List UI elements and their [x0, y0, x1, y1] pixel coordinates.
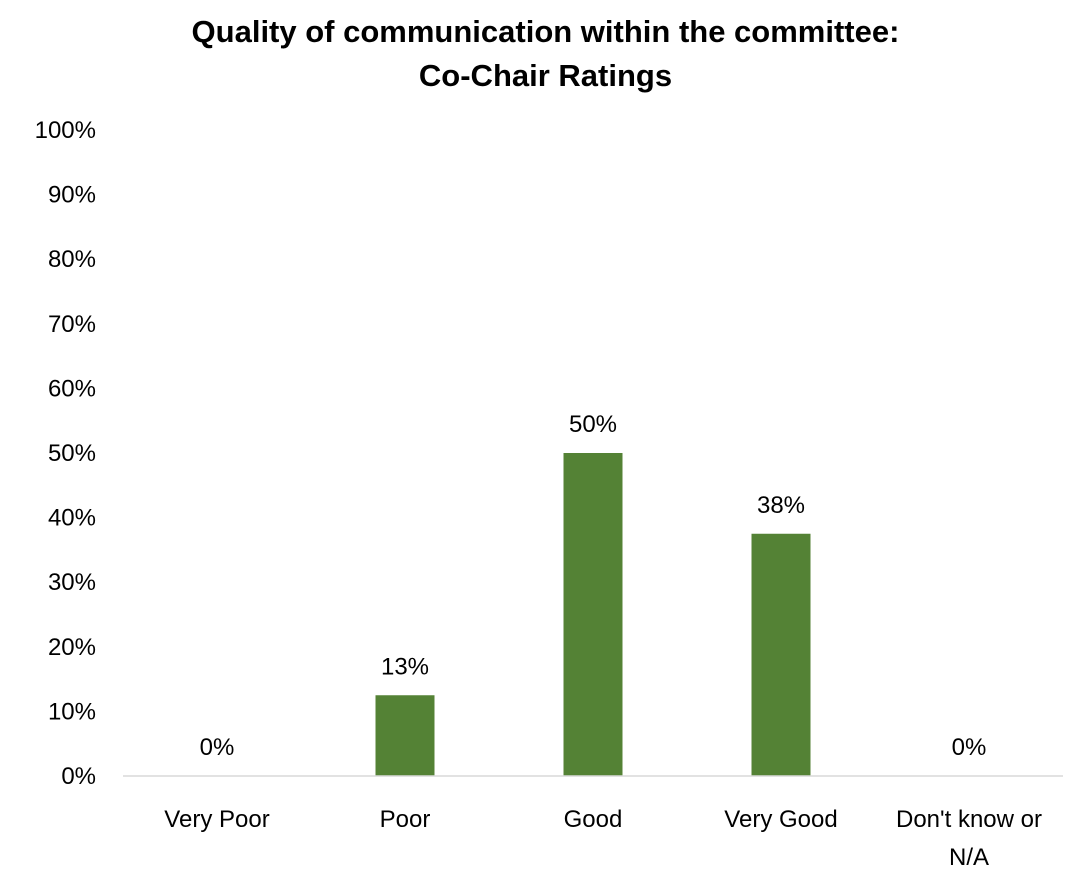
bar — [375, 695, 435, 776]
y-tick-label: 60% — [48, 375, 96, 402]
data-label: 0% — [200, 734, 235, 761]
y-tick-label: 30% — [48, 569, 96, 596]
y-tick-label: 50% — [48, 440, 96, 467]
category-label: N/A — [949, 844, 989, 870]
bar — [563, 453, 623, 776]
y-tick-label: 10% — [48, 698, 96, 725]
y-tick-label: 40% — [48, 505, 96, 532]
chart-title: Quality of communication within the comm… — [0, 10, 1091, 98]
chart-title-line-2: Co-Chair Ratings — [418, 58, 673, 93]
y-tick-label: 80% — [48, 246, 96, 273]
data-label: 38% — [757, 492, 805, 519]
y-tick-label: 70% — [48, 311, 96, 338]
y-tick-label: 0% — [61, 763, 96, 790]
data-label: 50% — [569, 411, 617, 438]
y-tick-label: 90% — [48, 182, 96, 209]
category-label: Good — [564, 806, 623, 833]
y-tick-label: 100% — [35, 117, 96, 144]
category-label: Very Poor — [164, 806, 269, 833]
y-tick-label: 20% — [48, 634, 96, 661]
chart-title-line-1: Quality of communication within the comm… — [191, 14, 900, 49]
bar — [751, 533, 811, 776]
category-label: Poor — [380, 806, 431, 833]
category-label: Don't know or — [896, 806, 1042, 833]
data-label: 13% — [381, 653, 429, 680]
data-label: 0% — [952, 734, 987, 761]
category-label: Very Good — [724, 806, 837, 833]
